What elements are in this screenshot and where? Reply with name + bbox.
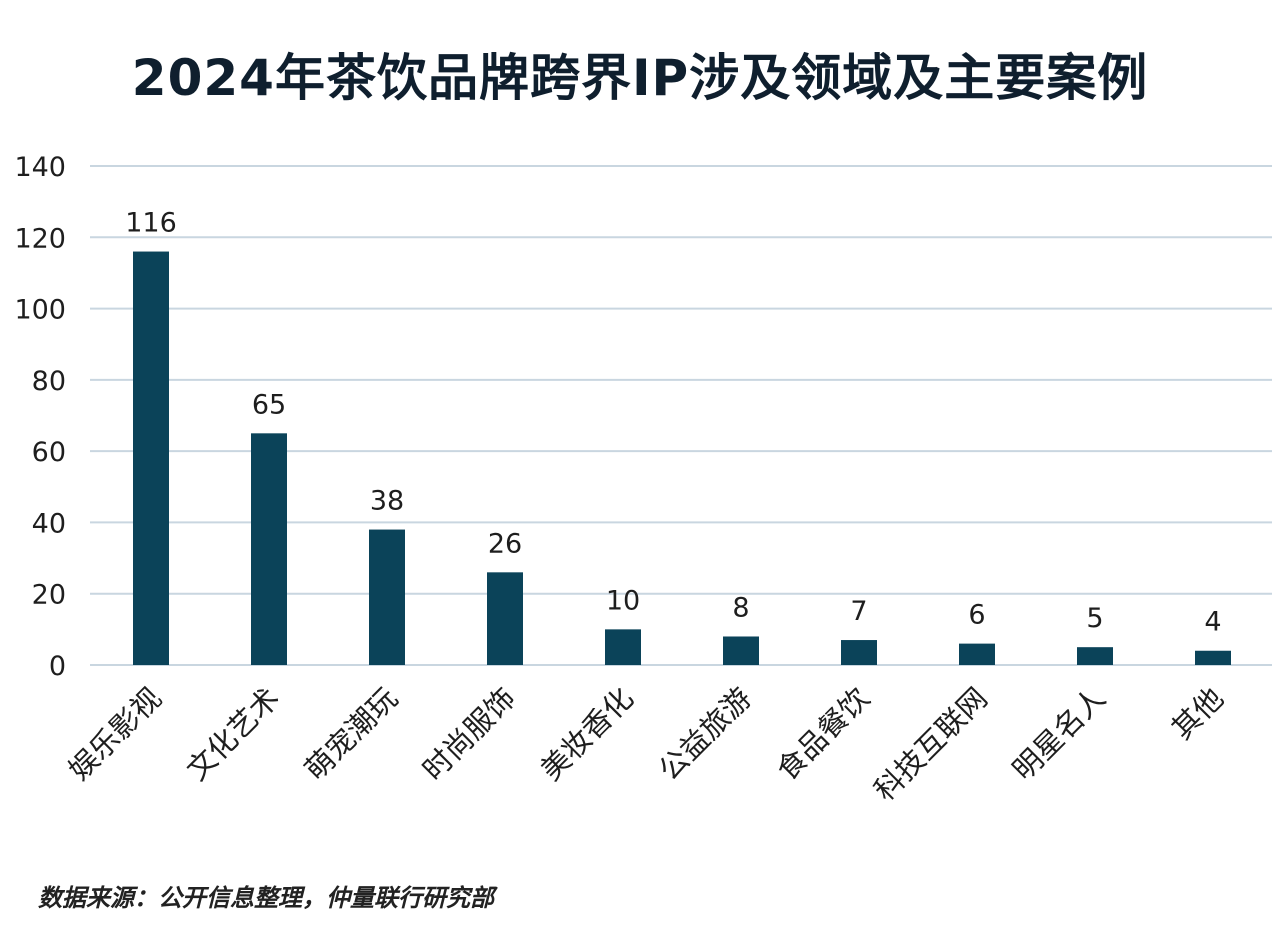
data-label: 26: [488, 528, 522, 559]
data-label: 7: [850, 596, 867, 627]
bar: [605, 629, 641, 665]
y-tick-label: 20: [32, 580, 66, 611]
data-label: 4: [1204, 607, 1221, 638]
y-tick-label: 120: [14, 223, 66, 254]
category-label: 美妆香化: [534, 681, 640, 787]
y-tick-label: 0: [49, 651, 66, 682]
data-label: 8: [732, 592, 749, 623]
chart-title: 2024年茶饮品牌跨界IP涉及领域及主要案例: [131, 49, 1149, 107]
bar: [959, 643, 995, 665]
y-axis-ticks: 0 20 40 60 80 100 120 140: [14, 152, 66, 682]
data-label: 10: [606, 585, 640, 616]
y-tick-label: 40: [32, 508, 66, 539]
category-label: 萌宠潮玩: [298, 681, 404, 787]
category-label: 明星名人: [1006, 681, 1112, 787]
y-tick-label: 60: [32, 437, 66, 468]
y-tick-label: 140: [14, 152, 66, 183]
bar: [133, 251, 169, 666]
category-label: 文化艺术: [180, 681, 286, 787]
category-label: 公益旅游: [652, 681, 758, 787]
y-tick-label: 80: [32, 366, 66, 397]
data-label: 65: [252, 389, 286, 420]
bars: [133, 251, 1231, 666]
data-label: 38: [370, 486, 404, 517]
source-note: 数据来源：公开信息整理，仲量联行研究部: [38, 884, 494, 912]
y-tick-label: 100: [14, 295, 66, 326]
bar: [1195, 650, 1231, 665]
category-label: 食品餐饮: [770, 681, 876, 787]
bar: [841, 640, 877, 665]
bar: [1077, 647, 1113, 665]
category-label: 时尚服饰: [416, 681, 522, 787]
data-label: 116: [125, 208, 177, 239]
category-label: 娱乐影视: [62, 681, 168, 787]
bar: [723, 636, 759, 665]
category-label: 其他: [1165, 681, 1230, 746]
category-label: 科技互联网: [867, 681, 994, 808]
data-label: 5: [1086, 603, 1103, 634]
data-label: 6: [968, 600, 985, 631]
bar: [369, 529, 405, 665]
bar: [251, 433, 287, 665]
bar: [487, 572, 523, 665]
